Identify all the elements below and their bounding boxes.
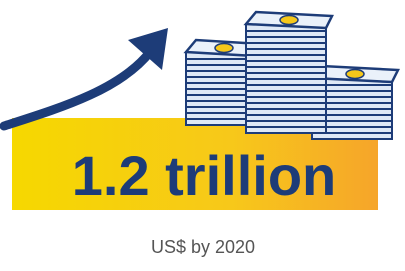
headline: 1.2 trillion <box>72 144 337 207</box>
growth-arrow <box>4 52 150 126</box>
bill-seal <box>215 44 233 53</box>
money-stacks <box>186 12 398 139</box>
bill-seal <box>346 70 364 79</box>
caption: US$ by 2020 <box>151 237 255 257</box>
infographic: 1.2 trillion US$ by 2020 <box>0 0 405 271</box>
page: 1.2 trillion US$ by 2020 (() => { const … <box>0 0 405 271</box>
bill-seal <box>280 16 298 25</box>
